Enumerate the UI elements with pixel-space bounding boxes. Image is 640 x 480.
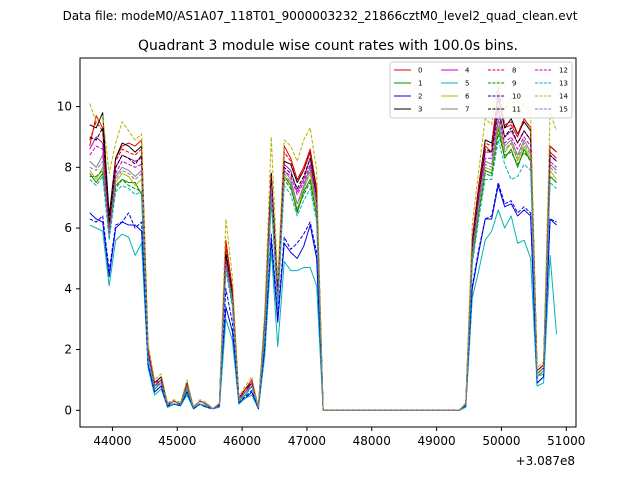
y-tick-label: 8 bbox=[64, 160, 72, 174]
series-line-7 bbox=[89, 118, 557, 411]
series-line-9 bbox=[89, 133, 557, 411]
x-tick-label: 46000 bbox=[223, 434, 261, 448]
series-line-6 bbox=[89, 124, 557, 411]
x-tick-label: 47000 bbox=[288, 434, 326, 448]
x-tick-label: 45000 bbox=[158, 434, 196, 448]
ticks-layer: 44000 45000 46000 47000 48000 49000 50000 51000… bbox=[57, 100, 586, 448]
legend-label-5: 5 bbox=[465, 80, 469, 88]
series-line-1 bbox=[89, 127, 557, 411]
legend-label-4: 4 bbox=[465, 67, 470, 75]
series-line-11 bbox=[89, 109, 557, 411]
legend-box bbox=[389, 61, 573, 119]
y-tick-label: 0 bbox=[64, 403, 72, 417]
x-tick-label: 51000 bbox=[547, 434, 585, 448]
x-tick-label: 49000 bbox=[418, 434, 456, 448]
series-line-10 bbox=[89, 182, 557, 411]
legend-label-10: 10 bbox=[512, 93, 521, 101]
legend-label-15: 15 bbox=[559, 106, 568, 114]
x-tick-label: 50000 bbox=[482, 434, 520, 448]
y-tick-label: 6 bbox=[64, 221, 72, 235]
legend-label-8: 8 bbox=[512, 67, 516, 75]
legend-label-3: 3 bbox=[418, 106, 422, 114]
legend-label-1: 1 bbox=[418, 80, 422, 88]
x-tick-label: 48000 bbox=[353, 434, 391, 448]
series-line-2 bbox=[89, 185, 557, 411]
series-line-4 bbox=[89, 106, 557, 411]
x-tick-label: 44000 bbox=[93, 434, 131, 448]
series-layer bbox=[89, 78, 558, 411]
y-tick-label: 4 bbox=[64, 282, 72, 296]
legend-label-13: 13 bbox=[559, 80, 568, 88]
series-line-0 bbox=[89, 93, 557, 411]
legend-label-7: 7 bbox=[465, 106, 469, 114]
y-tick-label: 2 bbox=[64, 343, 72, 357]
legend-label-6: 6 bbox=[465, 93, 470, 101]
plot-frame bbox=[79, 57, 577, 428]
series-line-8 bbox=[89, 87, 557, 411]
series-line-14 bbox=[89, 78, 558, 411]
chart-title: Quadrant 3 module wise count rates with … bbox=[138, 38, 518, 54]
legend-label-11: 11 bbox=[512, 106, 521, 114]
legend-label-0: 0 bbox=[418, 67, 422, 75]
series-line-15 bbox=[89, 121, 557, 411]
legend-label-14: 14 bbox=[559, 93, 568, 101]
y-tick-label: 10 bbox=[57, 100, 72, 114]
legend-label-2: 2 bbox=[418, 93, 422, 101]
legend-label-9: 9 bbox=[512, 80, 516, 88]
figure-suptitle: Data file: modeM0/AS1A07_118T01_90000032… bbox=[63, 9, 578, 23]
x-offset-label: +3.087e8 bbox=[516, 454, 575, 468]
legend-label-12: 12 bbox=[559, 67, 568, 75]
series-line-12 bbox=[89, 112, 557, 411]
series-line-3 bbox=[89, 96, 557, 411]
series-line-13 bbox=[89, 139, 557, 411]
